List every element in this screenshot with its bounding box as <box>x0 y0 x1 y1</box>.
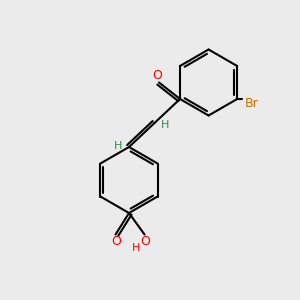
Text: O: O <box>153 69 162 82</box>
Text: O: O <box>111 235 121 248</box>
Text: H: H <box>114 140 123 151</box>
Text: Br: Br <box>244 97 258 110</box>
Text: H: H <box>131 243 140 253</box>
Text: H: H <box>161 119 169 130</box>
Text: O: O <box>140 235 150 248</box>
